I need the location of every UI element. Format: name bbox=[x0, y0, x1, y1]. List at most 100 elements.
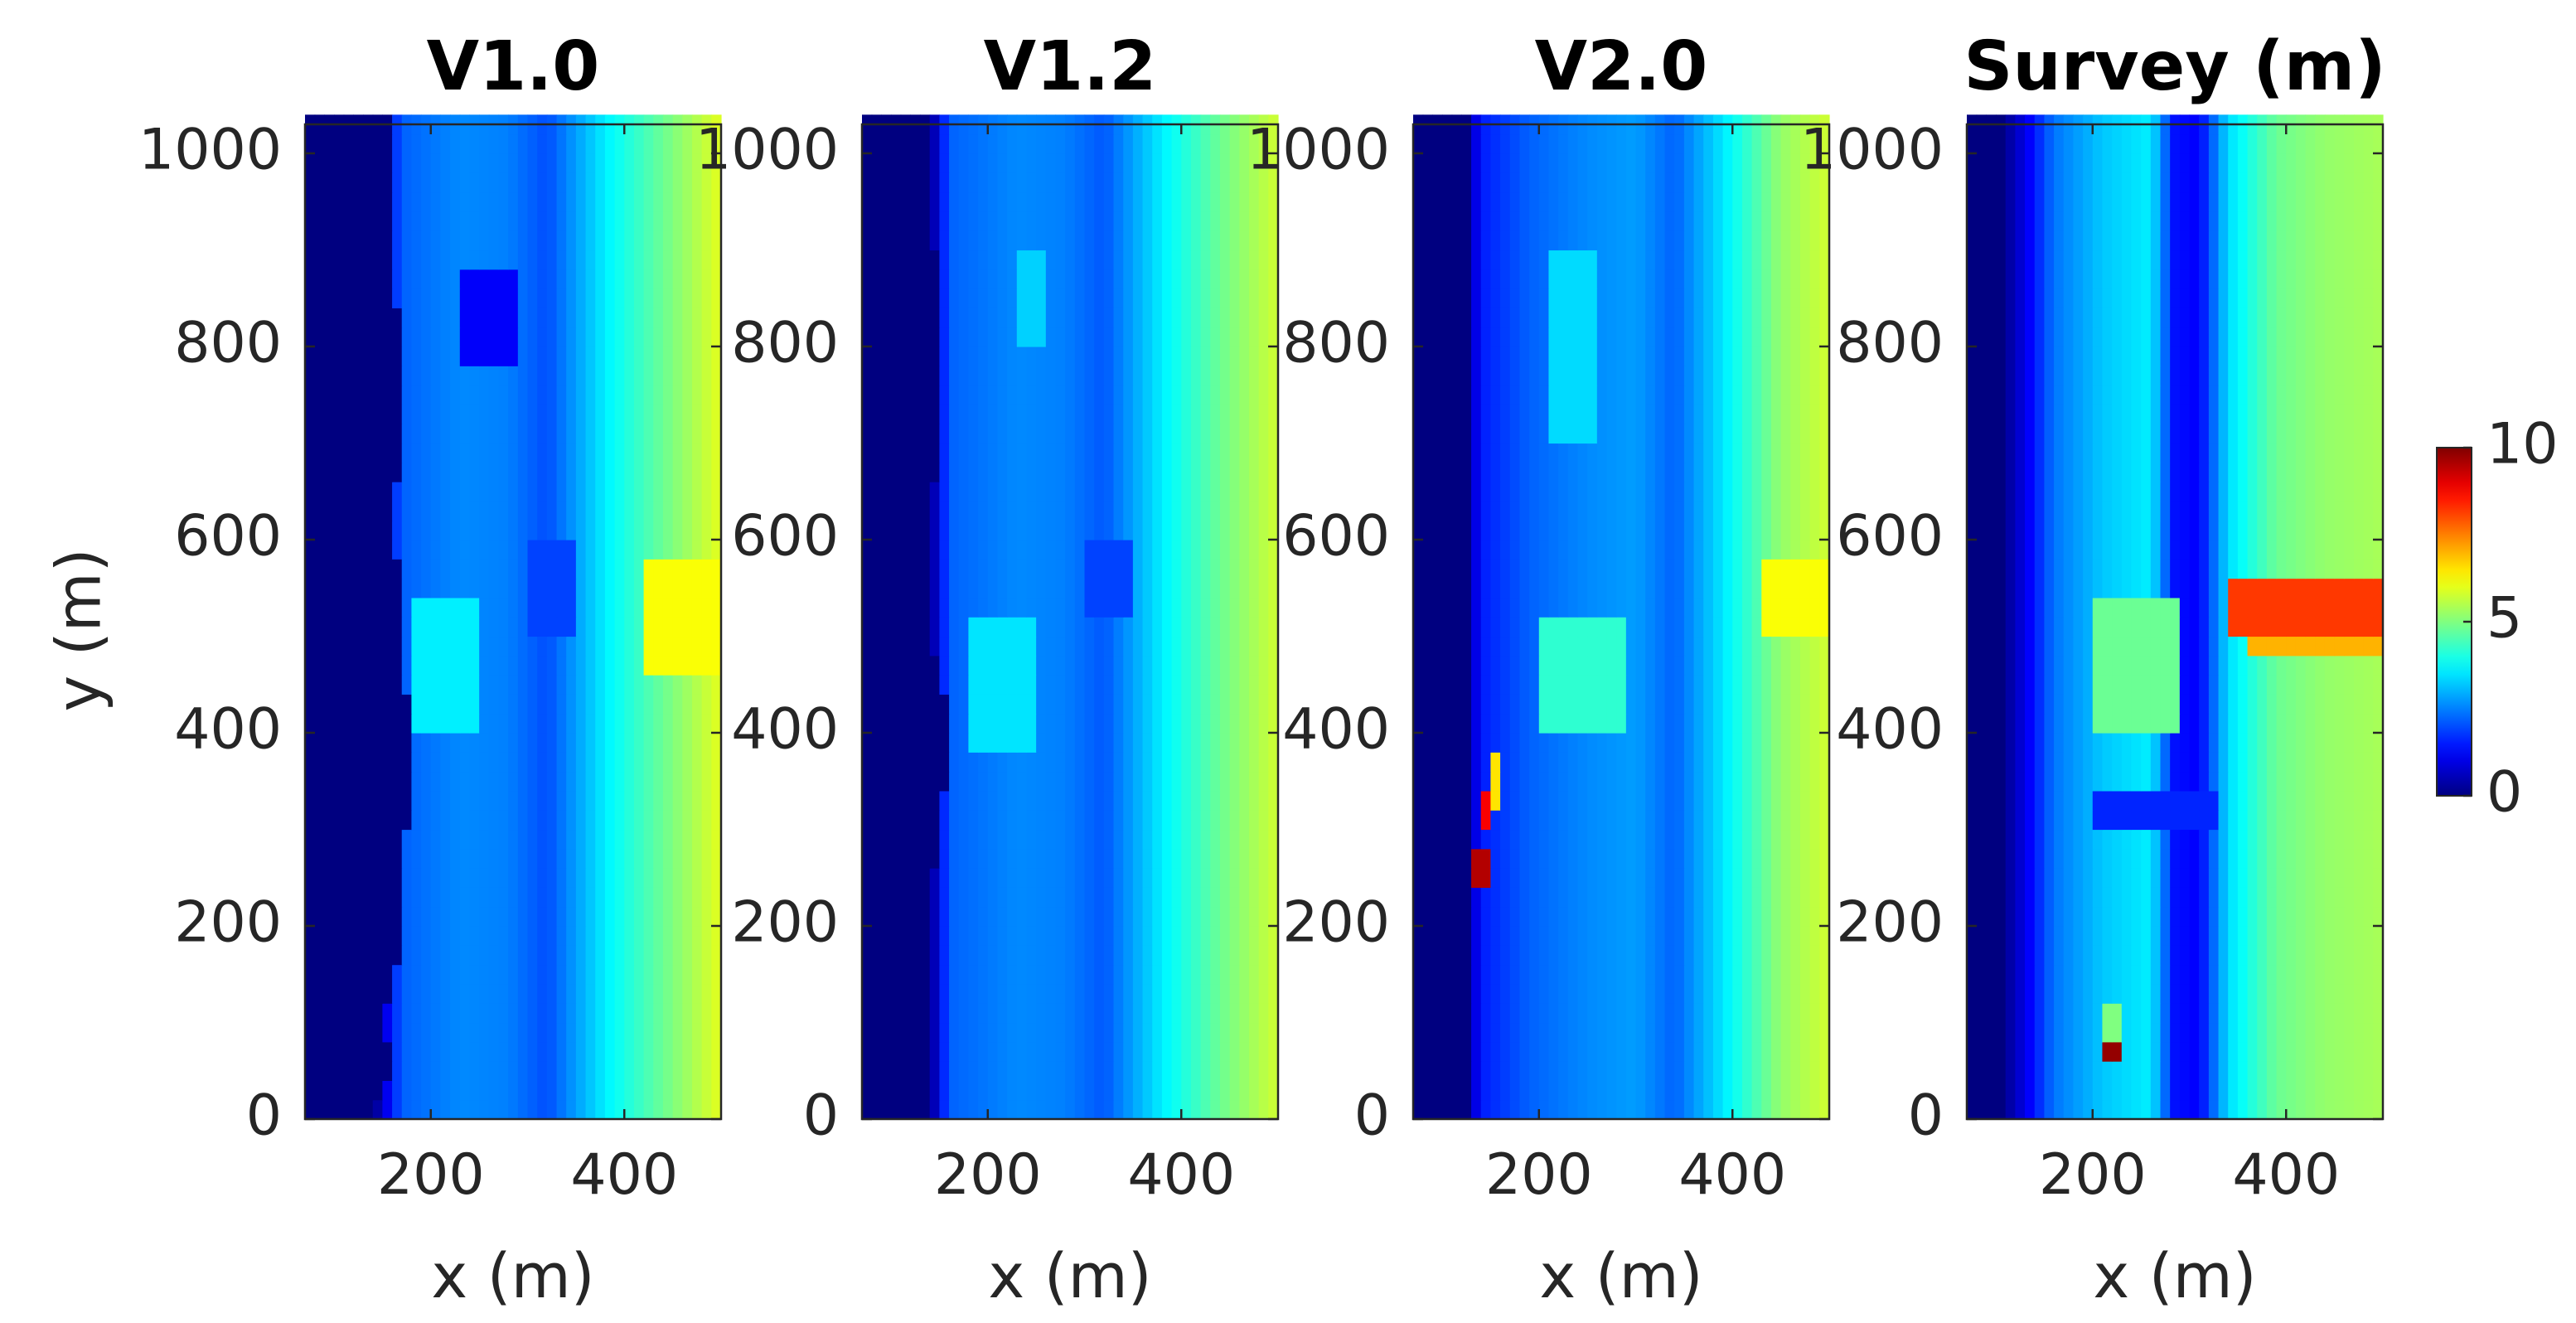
heatmap-cell bbox=[997, 945, 1008, 966]
heatmap-cell bbox=[958, 829, 970, 850]
heatmap-cell bbox=[343, 327, 354, 347]
heatmap-cell bbox=[401, 732, 413, 753]
heatmap-cell bbox=[469, 655, 480, 676]
heatmap-cell bbox=[604, 732, 616, 753]
heatmap-cell bbox=[1606, 964, 1617, 985]
heatmap-cell bbox=[1161, 308, 1173, 328]
heatmap-cell bbox=[1664, 925, 1675, 946]
heatmap-cell bbox=[1606, 1003, 1617, 1024]
heatmap-cell bbox=[662, 366, 674, 386]
heatmap-cell bbox=[1113, 482, 1124, 502]
heatmap-cell bbox=[939, 636, 950, 657]
heatmap-cell bbox=[1152, 810, 1163, 831]
heatmap-cell bbox=[881, 327, 892, 347]
heatmap-cell bbox=[1471, 925, 1482, 946]
heatmap-cell bbox=[881, 810, 892, 831]
heatmap-cell bbox=[604, 366, 616, 386]
heatmap-cell bbox=[1055, 983, 1066, 1004]
heatmap-cell bbox=[527, 713, 538, 734]
heatmap-cell bbox=[997, 578, 1008, 598]
heatmap-cell bbox=[871, 868, 882, 888]
heatmap-cell bbox=[1432, 1080, 1443, 1101]
heatmap-cell bbox=[517, 694, 529, 715]
heatmap-cell bbox=[920, 694, 931, 715]
y-tick-label: 800 bbox=[731, 311, 839, 376]
heatmap-cell bbox=[662, 250, 674, 270]
heatmap-cell bbox=[624, 868, 635, 888]
heatmap-cell bbox=[334, 1061, 345, 1081]
heatmap-cell bbox=[372, 964, 383, 985]
heatmap-cell bbox=[450, 1061, 461, 1081]
heatmap-cell bbox=[978, 424, 989, 444]
heatmap-cell bbox=[900, 752, 911, 773]
heatmap-cell bbox=[566, 906, 577, 927]
heatmap-cell bbox=[556, 617, 567, 637]
heatmap-cell bbox=[1026, 925, 1037, 946]
heatmap-cell bbox=[997, 597, 1008, 618]
heatmap-cell bbox=[920, 945, 931, 966]
heatmap-cell bbox=[633, 1080, 645, 1101]
heatmap-cell bbox=[1471, 1022, 1482, 1043]
heatmap-cell bbox=[1094, 752, 1105, 773]
heatmap-cell bbox=[1200, 655, 1211, 676]
heatmap-cell bbox=[997, 810, 1008, 831]
heatmap-cell bbox=[440, 308, 451, 328]
heatmap-cell bbox=[1219, 520, 1231, 540]
heatmap-cell bbox=[1190, 462, 1202, 482]
heatmap-cell bbox=[1258, 655, 1269, 676]
heatmap-cell bbox=[1132, 250, 1144, 270]
heatmap-cell bbox=[1123, 1022, 1134, 1043]
heatmap-cell bbox=[1190, 404, 1202, 424]
heatmap-cell bbox=[1123, 385, 1134, 405]
heatmap-cell bbox=[997, 269, 1008, 289]
heatmap-cell bbox=[1084, 655, 1095, 676]
heatmap-cell bbox=[1094, 829, 1105, 850]
heatmap-cell bbox=[440, 810, 451, 831]
heatmap-cell bbox=[1761, 964, 1772, 985]
heatmap-cell bbox=[1239, 713, 1250, 734]
heatmap-cell bbox=[711, 539, 722, 560]
heatmap-cell bbox=[1722, 1080, 1733, 1101]
heatmap-cell bbox=[997, 868, 1008, 888]
heatmap-cell bbox=[1007, 153, 1018, 173]
heatmap-cell bbox=[305, 385, 316, 405]
heatmap-cell bbox=[479, 636, 490, 657]
heatmap-cell bbox=[1606, 983, 1617, 1004]
heatmap-cell bbox=[987, 1022, 999, 1043]
heatmap-cell bbox=[968, 230, 979, 251]
heatmap-cell bbox=[1587, 1003, 1598, 1024]
heatmap-cell bbox=[1113, 462, 1124, 482]
heatmap-cell bbox=[595, 269, 606, 289]
heatmap-cell bbox=[1577, 925, 1588, 946]
heatmap-cell bbox=[1065, 1061, 1076, 1081]
heatmap-cell bbox=[372, 288, 383, 308]
heatmap-cell bbox=[1152, 925, 1163, 946]
heatmap-cell bbox=[614, 1003, 625, 1024]
heatmap-cell bbox=[711, 925, 722, 946]
heatmap-cell bbox=[949, 385, 960, 405]
heatmap-cell bbox=[508, 153, 519, 173]
heatmap-cell bbox=[682, 539, 693, 560]
heatmap-cell bbox=[1229, 288, 1240, 308]
heatmap-cell bbox=[1645, 983, 1656, 1004]
heatmap-cell bbox=[305, 732, 316, 753]
heatmap-cell bbox=[939, 539, 950, 560]
heatmap-cell bbox=[392, 617, 403, 637]
heatmap-cell bbox=[900, 964, 911, 985]
heatmap-cell bbox=[469, 153, 480, 173]
heatmap-cell bbox=[1142, 133, 1153, 154]
heatmap-cell bbox=[479, 269, 490, 289]
heatmap-cell bbox=[527, 250, 538, 270]
heatmap-cell bbox=[949, 829, 960, 850]
heatmap-cell bbox=[1074, 1080, 1086, 1101]
heatmap-cell bbox=[459, 520, 471, 540]
heatmap-cell bbox=[900, 675, 911, 695]
heatmap-cell bbox=[662, 482, 674, 502]
heatmap-cell bbox=[488, 366, 500, 386]
heatmap-cell bbox=[862, 732, 873, 753]
heatmap-cell bbox=[624, 732, 635, 753]
heatmap-cell bbox=[682, 288, 693, 308]
heatmap-cell bbox=[1219, 385, 1231, 405]
heatmap-cell bbox=[978, 578, 989, 598]
heatmap-cell bbox=[508, 346, 519, 366]
